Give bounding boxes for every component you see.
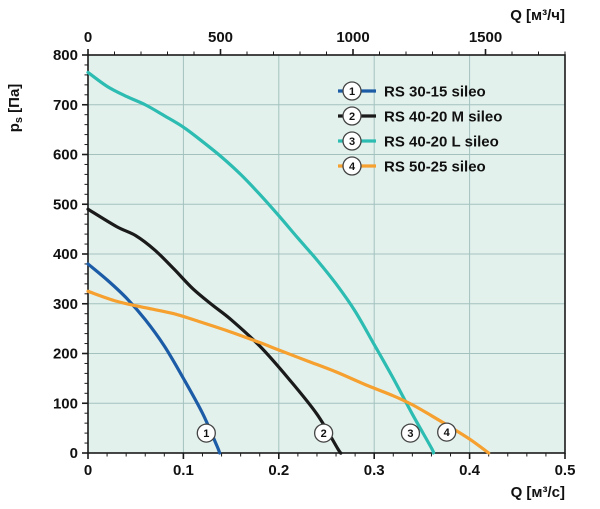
badge-number: 3 <box>407 428 413 440</box>
x-bottom-tick-label: 0.5 <box>555 462 576 479</box>
x-bottom-tick-label: 0.1 <box>173 462 194 479</box>
legend: 1 RS 30-15 sileo 2 RS 40-20 M sileo 3 RS 40-2… <box>338 81 502 176</box>
x-top-tick-label: 500 <box>208 29 233 46</box>
y-tick-label: 200 <box>53 346 78 363</box>
curve-number-badge-1: 1 <box>196 423 216 443</box>
legend-entry-2: 2 RS 40-20 M sileo <box>338 106 502 126</box>
y-tick-label: 0 <box>70 445 78 462</box>
series-line-4 <box>86 289 491 455</box>
series-line-3 <box>86 70 436 455</box>
x-top-tick-label: 1000 <box>336 29 369 46</box>
legend-label: RS 40-20 M sileo <box>384 109 502 126</box>
x-top-tick-label: 0 <box>84 29 92 46</box>
legend-label: RS 30-15 sileo <box>384 84 486 101</box>
x-bottom-tick-label: 0.3 <box>364 462 385 479</box>
curve-number-badge-3: 3 <box>400 423 421 443</box>
curve-number-badge-3: 3 <box>342 131 362 151</box>
badge-number: 4 <box>444 427 451 439</box>
curve-number-badge-1: 1 <box>342 81 362 101</box>
y-tick-label: 600 <box>53 147 78 164</box>
legend-entry-3: 3 RS 40-20 L sileo <box>338 131 499 151</box>
legend-entry-1: 1 RS 30-15 sileo <box>338 81 486 101</box>
plot-border <box>87 54 566 454</box>
y-axis-title: ps [Па] <box>6 84 25 133</box>
y-tick-label: 800 <box>53 47 78 64</box>
curve-number-badge-4: 4 <box>437 422 457 442</box>
x-top-tick-label: 1500 <box>469 29 502 46</box>
grid <box>88 55 565 453</box>
x-bottom-tick-label: 0.2 <box>268 462 289 479</box>
badge-number: 2 <box>321 428 327 440</box>
badge-number: 4 <box>349 161 356 173</box>
x-axis-top-title: Q [м³/ч] <box>510 7 565 24</box>
x-bottom-tick-label: 0 <box>84 462 92 479</box>
curve-number-badge-2: 2 <box>313 423 334 443</box>
badge-number: 1 <box>203 428 209 440</box>
badge-number: 3 <box>349 136 355 148</box>
tick-labels: 0 0.1 0.2 0.3 0.4 0.50 500 1000 1500010020030040… <box>53 29 575 479</box>
badge-number: 1 <box>349 86 355 98</box>
y-tick-label: 500 <box>53 196 78 213</box>
y-tick-label: 700 <box>53 97 78 114</box>
y-tick-label: 300 <box>53 296 78 313</box>
curve-number-badge-4: 4 <box>342 156 362 176</box>
y-tick-label: 400 <box>53 246 78 263</box>
series-line-2 <box>86 207 343 455</box>
y-tick-label: 100 <box>53 395 78 412</box>
x-axis-bottom-title: Q [м³/с] <box>511 484 565 501</box>
badge-number: 2 <box>349 111 355 123</box>
x-bottom-tick-label: 0.4 <box>459 462 481 479</box>
legend-label: RS 50-25 sileo <box>384 159 486 176</box>
legend-label: RS 40-20 L sileo <box>384 134 499 151</box>
legend-entry-4: 4 RS 50-25 sileo <box>338 156 486 176</box>
curve-number-badge-2: 2 <box>342 106 362 126</box>
